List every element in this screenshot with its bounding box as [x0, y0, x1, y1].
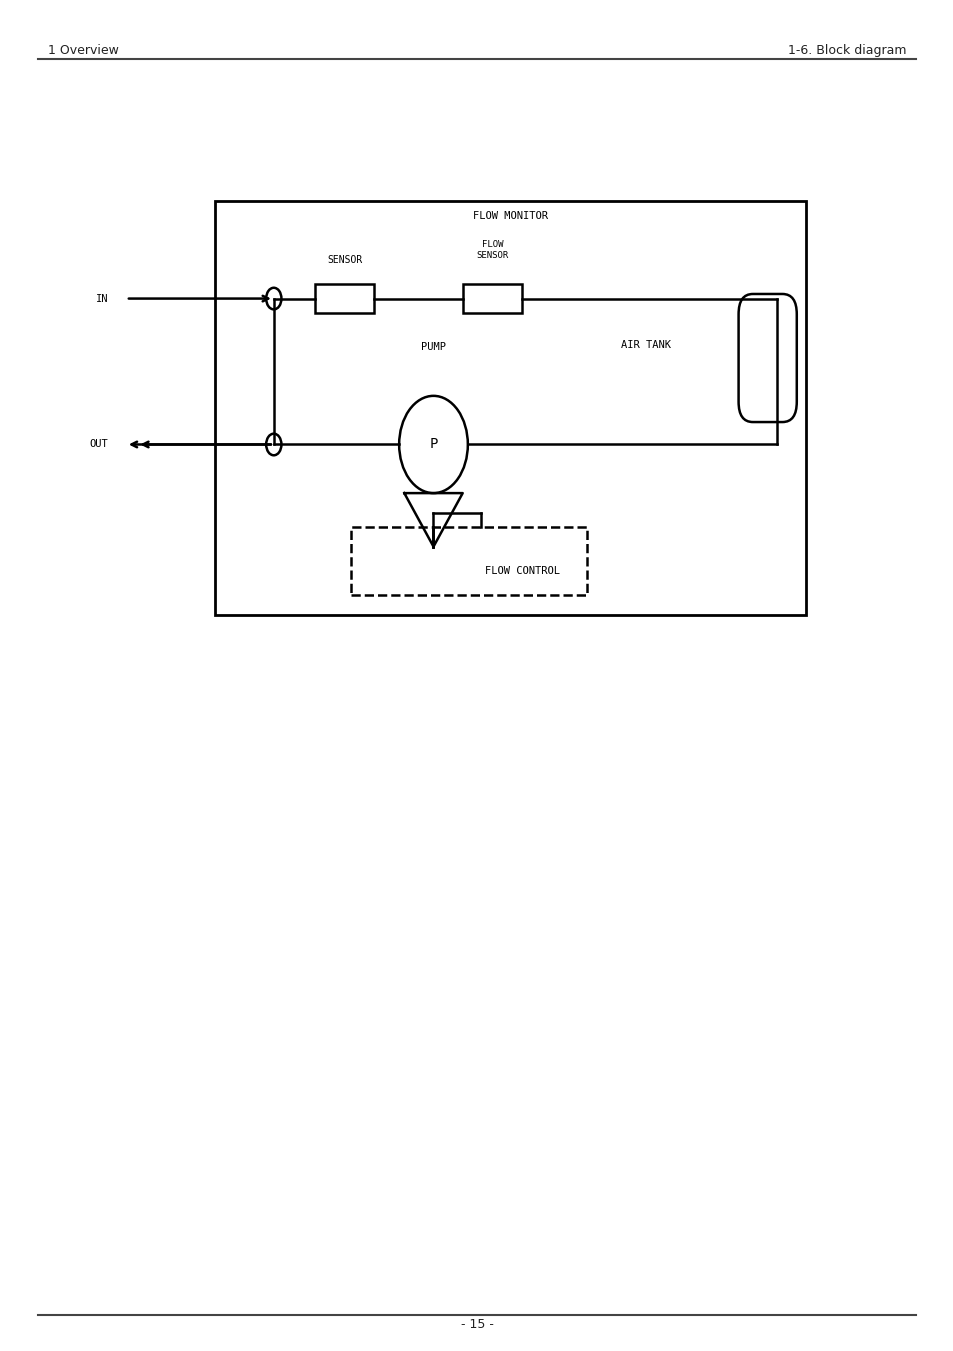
- Bar: [351, 527, 587, 596]
- Text: - 15 -: - 15 -: [460, 1317, 493, 1331]
- Text: P: P: [429, 438, 437, 451]
- Bar: [462, 284, 521, 313]
- Text: SENSOR: SENSOR: [327, 254, 362, 265]
- Text: FLOW
SENSOR: FLOW SENSOR: [476, 240, 508, 259]
- Text: 1 Overview: 1 Overview: [48, 43, 118, 57]
- Bar: [214, 201, 805, 615]
- Bar: [314, 284, 374, 313]
- Text: FLOW CONTROL: FLOW CONTROL: [484, 566, 559, 576]
- Text: PUMP: PUMP: [420, 342, 446, 353]
- Text: IN: IN: [95, 293, 108, 304]
- Text: AIR TANK: AIR TANK: [620, 339, 671, 350]
- Text: FLOW MONITOR: FLOW MONITOR: [473, 211, 547, 222]
- Text: OUT: OUT: [90, 439, 108, 450]
- Text: 1-6. Block diagram: 1-6. Block diagram: [787, 43, 905, 57]
